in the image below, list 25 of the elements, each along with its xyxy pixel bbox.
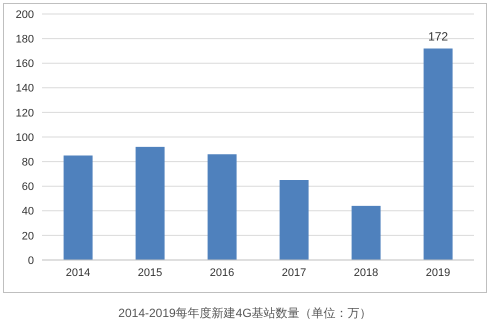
x-tick-label: 2018 xyxy=(354,266,378,279)
y-tick-label: 140 xyxy=(16,82,34,95)
y-tick-label: 160 xyxy=(16,58,34,70)
y-tick-label: 60 xyxy=(22,181,34,194)
data-label: 172 xyxy=(428,29,448,44)
y-tick-label: 100 xyxy=(16,132,34,144)
x-tick-label: 2015 xyxy=(138,266,162,279)
x-tick-label: 2016 xyxy=(210,266,234,279)
y-tick-label: 20 xyxy=(22,230,34,242)
bar xyxy=(136,146,165,260)
bar xyxy=(352,206,381,260)
text: 2014-2019每年度新建4G基站数量（单位：万） xyxy=(117,305,373,322)
y-tick-label: 120 xyxy=(16,107,34,120)
x-tick-label: 2019 xyxy=(426,266,450,279)
bar xyxy=(208,154,237,260)
x-tick-label: 2014 xyxy=(66,266,90,279)
bar xyxy=(64,155,93,260)
y-tick-label: 200 xyxy=(16,8,34,21)
y-tick-label: 180 xyxy=(16,34,34,46)
y-tick-label: 0 xyxy=(28,254,34,267)
bar xyxy=(280,180,309,260)
y-tick-label: 40 xyxy=(22,206,34,218)
y-tick-label: 80 xyxy=(22,156,34,169)
bar xyxy=(424,48,453,260)
x-tick-label: 2017 xyxy=(282,266,306,279)
